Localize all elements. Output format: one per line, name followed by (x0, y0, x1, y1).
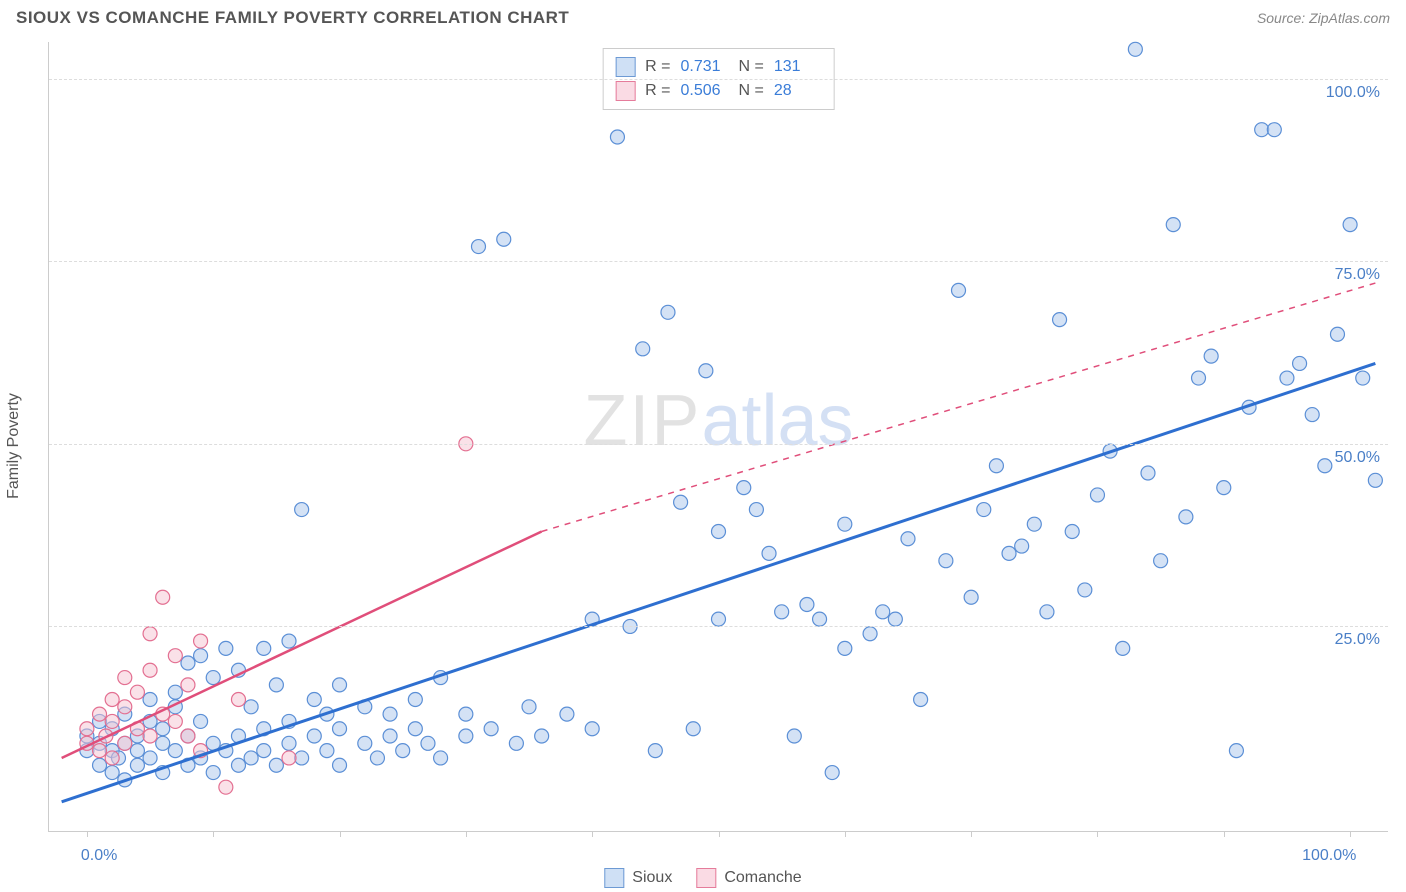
scatter-plot (49, 42, 1388, 831)
chart-title: SIOUX VS COMANCHE FAMILY POVERTY CORRELA… (16, 8, 569, 28)
x-tick-label-last: 100.0% (1302, 847, 1356, 865)
series-legend: Sioux Comanche (604, 868, 801, 888)
sioux-swatch-icon (604, 868, 624, 888)
chart-plot-area: ZIPatlas R = 0.731 N = 131 R = 0.506 N =… (48, 42, 1388, 832)
y-tick-label: 25.0% (1335, 631, 1380, 649)
y-axis-label: Family Poverty (5, 393, 23, 499)
source-attribution: Source: ZipAtlas.com (1257, 10, 1390, 26)
y-tick-label: 100.0% (1326, 84, 1380, 102)
x-tick-label-first: 0.0% (81, 847, 117, 865)
comanche-swatch (615, 81, 635, 101)
legend-item-sioux: Sioux (604, 868, 672, 888)
legend-item-comanche: Comanche (696, 868, 801, 888)
y-tick-label: 75.0% (1335, 266, 1380, 284)
stats-row-sioux: R = 0.731 N = 131 (615, 55, 822, 79)
comanche-swatch-icon (696, 868, 716, 888)
sioux-swatch (615, 57, 635, 77)
stats-row-comanche: R = 0.506 N = 28 (615, 79, 822, 103)
y-tick-label: 50.0% (1335, 449, 1380, 467)
